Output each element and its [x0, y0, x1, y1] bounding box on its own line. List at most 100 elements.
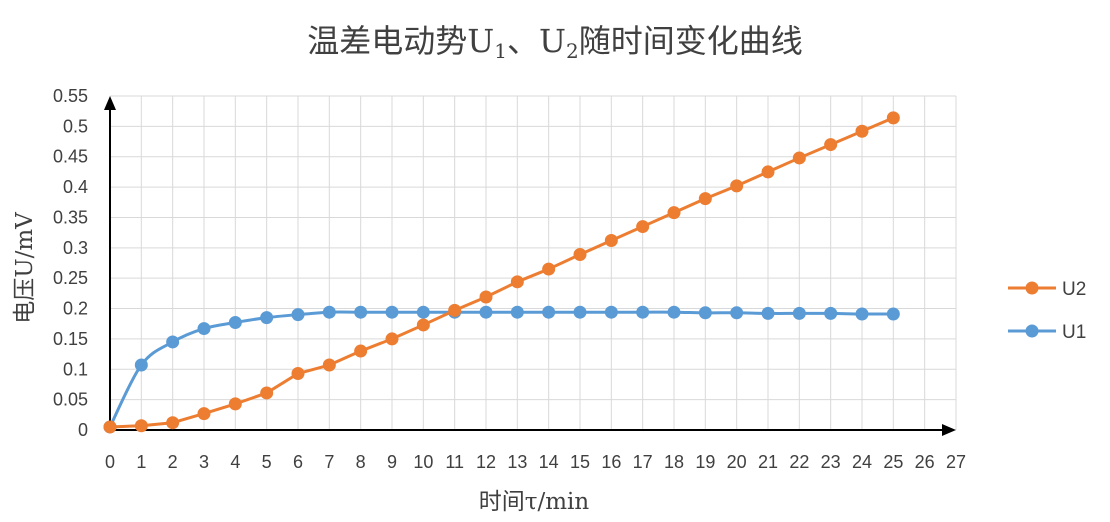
chart-title-tail: 随时间变化曲线: [579, 22, 803, 60]
legend-marker-u1: [1025, 324, 1039, 338]
data-point-u2: [291, 367, 305, 381]
y-tick-label: 0.1: [63, 359, 88, 379]
data-point-u1: [761, 306, 775, 320]
grid-lines: [110, 95, 957, 430]
y-tick-label: 0: [78, 420, 88, 440]
y-tick-label: 0.35: [53, 207, 88, 227]
data-point-u2: [542, 262, 556, 276]
x-tick-label: 2: [168, 452, 178, 472]
data-point-u2: [228, 397, 242, 411]
data-point-u1: [667, 305, 681, 319]
data-point-u1: [824, 306, 838, 320]
legend: U2 U1: [1008, 279, 1086, 343]
data-point-u2: [604, 234, 618, 248]
chart-title-sub1: 1: [494, 39, 507, 63]
axes: [104, 96, 956, 436]
x-tick-label: 11: [445, 452, 464, 472]
series-u1: [103, 305, 900, 434]
legend-item-u1: U1: [1008, 322, 1086, 343]
data-point-u2: [573, 247, 587, 261]
data-point-u1: [322, 305, 336, 319]
data-point-u2: [197, 407, 211, 421]
x-axis-title: 时间τ/min: [479, 489, 590, 515]
y-tick-label: 0.4: [63, 177, 88, 197]
legend-item-u2: U2: [1008, 279, 1086, 300]
data-point-u1: [354, 305, 368, 319]
series-line-u2: [109, 116, 894, 429]
x-tick-label: 26: [915, 452, 935, 472]
y-axis-title: 电压U/mV: [12, 212, 38, 324]
data-point-u1: [604, 305, 618, 319]
data-point-u2: [510, 275, 524, 289]
y-tick-label: 0.3: [63, 238, 88, 258]
data-point-u2: [260, 386, 274, 400]
y-tick-label: 0.5: [63, 116, 88, 136]
data-point-u2: [166, 416, 180, 430]
legend-label-u1: U1: [1062, 322, 1086, 343]
x-tick-label: 24: [852, 452, 872, 472]
data-point-u2: [479, 290, 493, 304]
x-tick-label: 13: [507, 452, 527, 472]
y-tick-label: 0.2: [63, 299, 88, 319]
y-tick-label: 0.15: [53, 329, 88, 349]
data-point-u1: [698, 306, 712, 320]
data-point-u2: [761, 165, 775, 179]
data-point-u2: [792, 151, 806, 165]
y-tick-label: 0.55: [53, 86, 88, 106]
x-tick-label: 3: [199, 452, 209, 472]
series-layer: [103, 111, 900, 434]
x-tick-label: 12: [476, 452, 496, 472]
chart-title-main: 温差电动势U: [307, 22, 494, 60]
data-point-u2: [698, 192, 712, 206]
x-tick-label: 5: [262, 452, 272, 472]
data-point-u1: [636, 305, 650, 319]
x-tick-label: 0: [105, 452, 115, 472]
data-point-u1: [730, 306, 744, 320]
data-point-u1: [166, 335, 180, 349]
data-point-u1: [416, 305, 430, 319]
legend-label-u2: U2: [1062, 279, 1086, 300]
data-point-u2: [416, 318, 430, 332]
data-point-u1: [886, 307, 900, 321]
data-point-u2: [448, 303, 462, 317]
y-tick-label: 0.05: [53, 390, 88, 410]
data-point-u2: [886, 111, 900, 125]
data-point-u1: [479, 305, 493, 319]
data-point-u2: [855, 124, 869, 138]
legend-marker-u2: [1025, 281, 1039, 295]
data-point-u1: [855, 307, 869, 321]
x-tick-label: 1: [136, 452, 146, 472]
y-tick-label: 0.25: [53, 268, 88, 288]
data-point-u2: [667, 206, 681, 220]
data-point-u1: [228, 316, 242, 330]
y-axis-arrow: [104, 96, 116, 110]
data-point-u1: [510, 305, 524, 319]
tick-labels: 0 1 2 3 4 5 6 7 8 9 10 11 12 13 14 15 16 17 18 19 20 21 22 23 24…: [53, 86, 966, 472]
x-tick-label: 6: [293, 452, 303, 472]
y-tick-label: 0.45: [53, 147, 88, 167]
x-tick-label: 20: [727, 452, 747, 472]
x-tick-label: 25: [883, 452, 903, 472]
data-point-u2: [354, 344, 368, 358]
data-point-u1: [542, 305, 556, 319]
data-point-u1: [260, 311, 274, 325]
x-tick-label: 8: [356, 452, 366, 472]
data-point-u1: [792, 306, 806, 320]
x-tick-label: 10: [413, 452, 433, 472]
x-tick-label: 17: [633, 452, 653, 472]
x-tick-label: 4: [230, 452, 240, 472]
data-point-u1: [385, 305, 399, 319]
data-point-u2: [322, 358, 336, 372]
series-u2: [103, 111, 900, 434]
data-point-u1: [134, 358, 148, 372]
chart-title: 温差电动势U1、U2随时间变化曲线: [307, 22, 802, 63]
data-point-u2: [385, 332, 399, 346]
x-tick-label: 15: [570, 452, 590, 472]
data-point-u2: [636, 220, 650, 234]
data-point-u2: [730, 179, 744, 193]
x-tick-label: 18: [664, 452, 684, 472]
data-point-u2: [824, 138, 838, 152]
x-tick-label: 27: [946, 452, 966, 472]
data-point-u1: [573, 305, 587, 319]
